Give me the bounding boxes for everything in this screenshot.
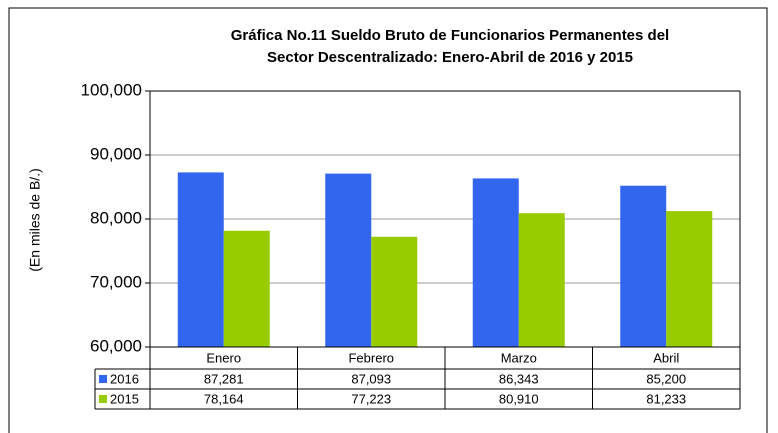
table-value: 77,223 [351,391,391,406]
x-tick-label: Enero [206,350,241,365]
bar [666,211,713,347]
table-value: 81,233 [646,391,686,406]
legend-label: 2015 [110,391,139,406]
y-tick-label: 90,000 [90,144,142,163]
legend-label: 2016 [110,371,139,386]
table-value: 87,093 [351,371,391,386]
bar [325,173,372,347]
chart-title: Gráfica No.11 Sueldo Bruto de Funcionari… [231,27,669,44]
bar [620,185,667,347]
table-value: 78,164 [204,391,244,406]
table-value: 86,343 [499,371,539,386]
y-axis-label: (En miles de B/.) [27,168,43,271]
y-tick-label: 80,000 [90,208,142,227]
bar [371,236,418,347]
table-value: 80,910 [499,391,539,406]
x-tick-label: Marzo [501,350,537,365]
bar [518,213,565,347]
y-tick-label: 60,000 [90,336,142,355]
table-value: 87,281 [204,371,244,386]
legend-swatch [99,375,107,383]
y-tick-label: 100,000 [81,80,142,99]
legend-swatch [99,395,107,403]
bar [472,178,519,347]
chart-title: Sector Descentralizado: Enero-Abril de 2… [267,49,633,66]
bar [223,230,270,347]
x-tick-label: Febrero [348,350,394,365]
y-tick-label: 70,000 [90,272,142,291]
table-value: 85,200 [646,371,686,386]
bar [177,172,224,347]
x-tick-label: Abril [653,350,679,365]
